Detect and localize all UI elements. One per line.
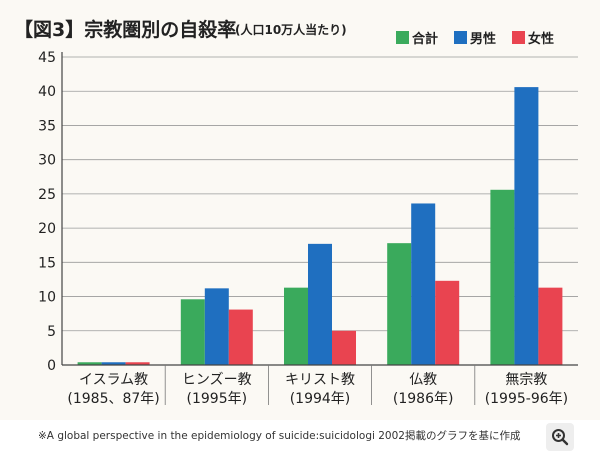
legend-swatch — [396, 31, 409, 44]
bar — [490, 189, 515, 365]
legend: 合計 男性 女性 — [396, 31, 554, 47]
bar — [228, 309, 253, 365]
chart-svg: 【図3】宗教圏別の自殺率 (人口10万人当たり) 合計 男性 女性 0 5 10 15 20… — [14, 18, 578, 407]
bar — [101, 362, 126, 365]
zoom-button[interactable] — [546, 423, 574, 451]
category-sublabel: (1995-96年) — [485, 391, 568, 407]
legend-label: 女性 — [528, 31, 554, 47]
gridlines — [62, 56, 578, 332]
bar — [538, 287, 563, 365]
y-tick-label: 25 — [38, 187, 56, 203]
category-label: キリスト教 — [285, 372, 355, 388]
legend-label: 合計 — [412, 31, 438, 47]
y-tick-label: 35 — [38, 118, 56, 134]
bar — [411, 203, 436, 365]
category-sublabel: (1995年) — [187, 391, 248, 407]
category-labels: イスラム教 (1985、87年) ヒンズー教 (1995年) キリスト教 (1994年) 仏… — [67, 365, 568, 407]
y-tick-label: 20 — [38, 221, 56, 237]
bar — [77, 362, 102, 365]
bar — [284, 287, 308, 365]
y-tick-label: 0 — [47, 358, 56, 374]
category-sublabel: (1985、87年) — [67, 391, 159, 407]
bars — [77, 87, 563, 366]
chart: 【図3】宗教圏別の自殺率 (人口10万人当たり) 合計 男性 女性 0 5 10 15 20… — [0, 0, 600, 420]
category-label: 仏教 — [409, 372, 437, 388]
bar — [332, 330, 356, 365]
y-axis-ticks: 0 5 10 15 20 25 30 35 40 45 — [38, 50, 56, 374]
category-label: イスラム教 — [79, 372, 148, 388]
chart-title: 【図3】宗教圏別の自殺率 — [14, 18, 236, 41]
y-tick-label: 40 — [38, 84, 56, 100]
zoom-in-icon — [552, 429, 569, 446]
bar — [387, 243, 412, 365]
bar — [308, 243, 332, 365]
y-tick-label: 45 — [38, 50, 56, 66]
bar — [180, 299, 205, 365]
bar — [514, 87, 539, 366]
category-sublabel: (1986年) — [393, 391, 454, 407]
category-label: ヒンズー教 — [182, 372, 252, 388]
y-tick-label: 5 — [47, 324, 56, 340]
legend-swatch — [454, 31, 467, 44]
bar — [204, 288, 229, 365]
y-tick-label: 30 — [38, 153, 56, 169]
bar — [435, 280, 460, 365]
chart-subtitle: (人口10万人当たり) — [235, 22, 347, 37]
category-sublabel: (1994年) — [290, 391, 351, 407]
legend-swatch — [512, 31, 525, 44]
source-caption: ※A global perspective in the epidemiolog… — [38, 430, 521, 442]
y-tick-label: 15 — [38, 255, 56, 271]
bar — [125, 362, 150, 365]
y-tick-label: 10 — [38, 290, 56, 306]
legend-label: 男性 — [470, 31, 496, 47]
category-label: 無宗教 — [505, 372, 547, 388]
